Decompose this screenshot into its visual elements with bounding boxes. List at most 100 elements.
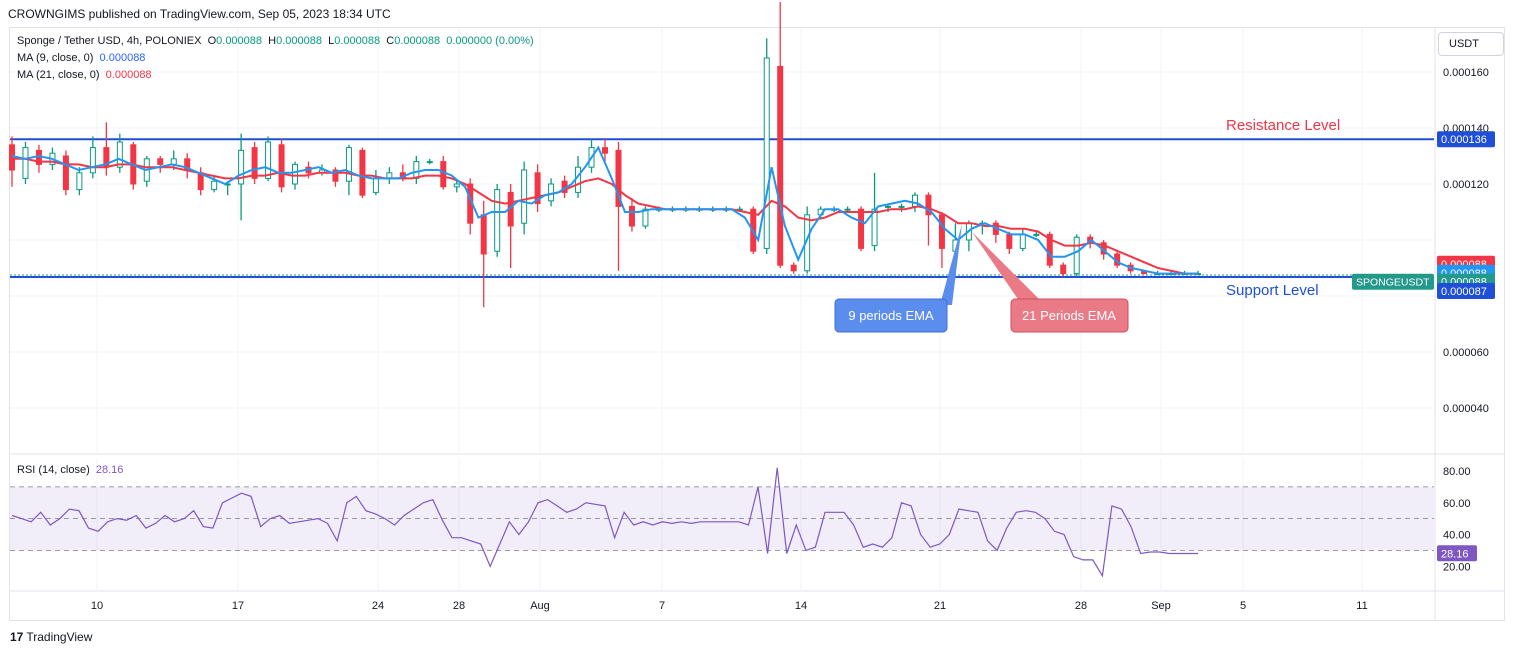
ma9-value: 0.000088 bbox=[99, 52, 146, 64]
candle-body bbox=[763, 57, 770, 249]
candle-body bbox=[548, 183, 555, 202]
ema9-callout-pointer bbox=[940, 224, 962, 305]
candle-body bbox=[938, 214, 945, 249]
ma21-legend[interactable]: MA (21, close, 0) 0.000088 bbox=[17, 69, 152, 81]
time-tick-label: Aug bbox=[530, 600, 550, 612]
ma21-line bbox=[12, 157, 1198, 275]
candle-body bbox=[521, 169, 528, 224]
candle-body bbox=[871, 208, 878, 247]
ema9-callout-text: 9 periods EMA bbox=[848, 308, 934, 323]
ema21-callout-pointer bbox=[972, 232, 1045, 305]
tradingview-brand[interactable]: 17 TradingView bbox=[10, 630, 92, 644]
time-tick-label: 14 bbox=[795, 600, 807, 612]
candle-body bbox=[790, 264, 797, 272]
candle-body bbox=[453, 183, 460, 188]
time-tick-label: 7 bbox=[659, 600, 665, 612]
resistance-label: Resistance Level bbox=[1226, 117, 1340, 134]
price-tick-label: 0.000060 bbox=[1443, 347, 1489, 359]
candle-body bbox=[885, 205, 892, 208]
candle-body bbox=[22, 147, 29, 179]
open-value: 0.000088 bbox=[216, 35, 263, 47]
candle-body bbox=[911, 194, 918, 207]
price-tick-label: 0.000120 bbox=[1443, 179, 1489, 191]
symbol-tag-label: SPONGEUSDT bbox=[1356, 277, 1430, 289]
time-tick-label: 17 bbox=[232, 600, 244, 612]
candle-body bbox=[440, 161, 447, 188]
ema21-callout-text: 21 Periods EMA bbox=[1022, 308, 1116, 323]
price-badge-label: 0.000136 bbox=[1441, 134, 1487, 146]
candle-body bbox=[925, 194, 932, 216]
candle-body bbox=[480, 214, 487, 255]
candle-body bbox=[898, 205, 905, 208]
high-value: 0.000088 bbox=[276, 35, 322, 47]
candle-body bbox=[1073, 236, 1080, 275]
candle-body bbox=[777, 65, 784, 266]
price-badge bbox=[1437, 282, 1495, 299]
candle-body bbox=[1046, 233, 1053, 266]
brand-name: TradingView bbox=[26, 630, 93, 644]
candle-body bbox=[89, 147, 96, 174]
candle-body bbox=[602, 147, 608, 154]
candle-body bbox=[1019, 233, 1026, 249]
time-tick-label: 5 bbox=[1240, 600, 1246, 612]
rsi-badge bbox=[1437, 545, 1477, 562]
candle-body bbox=[265, 141, 272, 179]
candle-body bbox=[413, 161, 420, 179]
candle-body bbox=[628, 205, 635, 227]
time-tick-label: 24 bbox=[372, 600, 384, 612]
candle-body bbox=[858, 208, 865, 249]
ma9-line bbox=[11, 145, 1198, 275]
time-tick-label: 10 bbox=[91, 600, 103, 612]
candle-body bbox=[76, 172, 83, 191]
candle-body bbox=[278, 144, 285, 188]
price-badge-label: 0.000087 bbox=[1441, 286, 1487, 298]
candle-body bbox=[844, 208, 851, 211]
rsi-tick-label: 60.00 bbox=[1443, 498, 1471, 510]
candle-body bbox=[116, 141, 123, 168]
published-header: CROWNGIMS published on TradingView.com, … bbox=[8, 7, 391, 21]
ma21-value: 0.000088 bbox=[105, 69, 152, 81]
candle-body bbox=[345, 147, 352, 182]
rsi-badge-label: 28.16 bbox=[1441, 548, 1469, 560]
time-tick-label: Sep bbox=[1151, 600, 1171, 612]
chart-frame bbox=[9, 27, 1505, 621]
time-tick-label: 28 bbox=[453, 600, 465, 612]
change-value: 0.000000 (0.00%) bbox=[446, 35, 534, 47]
candle-body bbox=[534, 172, 541, 205]
support-label: Support Level bbox=[1226, 282, 1319, 299]
candle-body bbox=[615, 149, 622, 207]
rsi-legend[interactable]: RSI (14, close) 28.16 bbox=[17, 464, 124, 476]
ma9-legend[interactable]: MA (9, close, 0) 0.000088 bbox=[17, 52, 146, 64]
tradingview-logo-icon: 17 bbox=[10, 630, 24, 644]
candle-body bbox=[426, 161, 433, 164]
symbol-legend: Sponge / Tether USD, 4h, POLONIEX O0.000… bbox=[17, 35, 534, 47]
candle-body bbox=[1006, 233, 1013, 249]
rsi-tick-label: 80.00 bbox=[1443, 466, 1471, 478]
close-value: 0.000088 bbox=[394, 35, 441, 47]
candle-body bbox=[494, 189, 501, 252]
candle-body bbox=[251, 147, 258, 179]
symbol-tag bbox=[1352, 273, 1434, 290]
time-tick-label: 21 bbox=[934, 600, 946, 612]
candle-body bbox=[211, 180, 218, 191]
candle-body bbox=[642, 208, 649, 227]
candle-body bbox=[62, 155, 69, 191]
ema9-callout bbox=[834, 298, 948, 333]
candle-body bbox=[292, 163, 299, 185]
time-tick-label: 28 bbox=[1075, 600, 1087, 612]
price-tick-label: 0.000040 bbox=[1443, 403, 1489, 415]
ema21-callout bbox=[1010, 298, 1129, 333]
time-tick-label: 11 bbox=[1356, 600, 1367, 612]
currency-button[interactable]: USDT bbox=[1438, 32, 1504, 56]
price-badge bbox=[1437, 131, 1495, 148]
candle-body bbox=[359, 149, 366, 196]
candle-body bbox=[332, 169, 339, 182]
low-value: 0.000088 bbox=[334, 35, 381, 47]
price-tick-label: 0.000160 bbox=[1443, 67, 1489, 79]
candle-body bbox=[1033, 233, 1040, 236]
candle-body bbox=[238, 149, 245, 185]
symbol-title[interactable]: Sponge / Tether USD, 4h, POLONIEX bbox=[17, 35, 202, 47]
candle-body bbox=[372, 177, 379, 193]
rsi-line bbox=[11, 467, 1198, 578]
